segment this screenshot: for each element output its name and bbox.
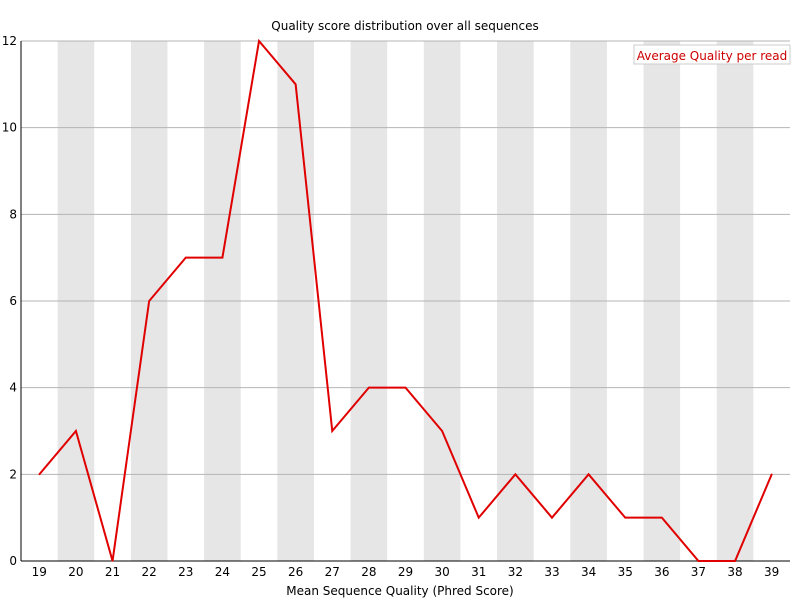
x-tick-label-32: 32 [508, 565, 523, 579]
x-tick-label-25: 25 [251, 565, 266, 579]
chart-title: Quality score distribution over all sequ… [271, 19, 538, 33]
x-tick-label-21: 21 [105, 565, 120, 579]
x-tick-label-24: 24 [215, 565, 230, 579]
data-point-32 [514, 473, 517, 476]
data-point-19 [38, 473, 41, 476]
x-tick-label-33: 33 [544, 565, 559, 579]
y-tick-labels: 0 2 4 6 8 10 12 [2, 34, 17, 568]
x-tick-label-26: 26 [288, 565, 303, 579]
x-tick-label-19: 19 [32, 565, 47, 579]
x-tick-label-35: 35 [618, 565, 633, 579]
data-point-37 [697, 560, 700, 562]
data-point-20 [75, 430, 77, 432]
x-axis-label: Mean Sequence Quality (Phred Score) [286, 584, 514, 598]
data-point-39 [770, 473, 773, 476]
x-tick-label-34: 34 [581, 565, 596, 579]
y-tick-label-0: 0 [9, 554, 17, 568]
data-point-34 [587, 473, 590, 476]
x-tick-label-23: 23 [178, 565, 193, 579]
data-point-25 [258, 40, 260, 42]
data-point-36 [661, 516, 663, 519]
y-tick-label-6: 6 [9, 294, 17, 308]
x-tick-label-39: 39 [764, 565, 779, 579]
series-lines [38, 38, 773, 562]
data-point-31 [477, 516, 480, 519]
y-tick-label-12: 12 [2, 34, 17, 48]
data-point-29 [404, 386, 407, 389]
data-point-21 [111, 560, 114, 562]
x-tick-label-37: 37 [691, 565, 706, 579]
x-tick-label-20: 20 [68, 565, 83, 579]
data-point-24 [221, 256, 224, 259]
data-point-22 [148, 300, 150, 302]
x-tick-label-22: 22 [142, 565, 157, 579]
data-point-30 [441, 430, 443, 432]
x-tick-label-27: 27 [325, 565, 340, 579]
x-tick-label-30: 30 [434, 565, 449, 579]
legend-box [633, 44, 791, 65]
data-point-23 [184, 256, 187, 259]
data-point-33 [551, 516, 553, 519]
data-point-28 [368, 386, 370, 389]
x-tick-label-36: 36 [654, 565, 669, 579]
y-tick-label-10: 10 [2, 121, 17, 135]
x-tick-labels: 19 20 21 22 23 24 25 26 27 28 29 30 31 32 33 34 35 36 37 38… [32, 565, 780, 579]
data-point-35 [624, 516, 627, 519]
y-tick-label-2: 2 [9, 467, 17, 481]
y-tick-label-8: 8 [9, 207, 17, 221]
x-tick-label-29: 29 [398, 565, 413, 579]
x-tick-label-38: 38 [727, 565, 742, 579]
x-tick-label-28: 28 [361, 565, 376, 579]
data-point-38 [734, 560, 736, 562]
x-tick-label-31: 31 [471, 565, 486, 579]
data-point-26 [294, 83, 297, 86]
legend-entry-average-quality: Average Quality per read [637, 49, 788, 63]
y-tick-label-4: 4 [9, 381, 17, 395]
data-point-27 [331, 430, 334, 432]
legend: Average Quality per read [633, 44, 791, 65]
